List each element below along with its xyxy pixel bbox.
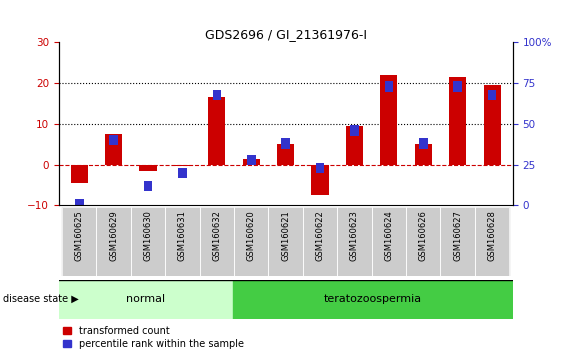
Bar (277, 144, 294, 165)
Bar (346, 126, 363, 165)
Bar (454, 81, 462, 92)
Text: GSM160624: GSM160624 (384, 211, 393, 261)
Text: GSM160632: GSM160632 (212, 211, 222, 261)
Bar (247, 155, 255, 165)
Bar (338, 207, 372, 276)
Bar (174, 165, 191, 166)
Bar (372, 207, 406, 276)
Text: GSM160621: GSM160621 (281, 211, 290, 261)
Bar (233, 280, 513, 319)
Bar (384, 81, 393, 92)
Bar (441, 207, 475, 276)
Bar (97, 207, 131, 276)
Bar (62, 207, 97, 276)
Text: teratozoospermia: teratozoospermia (324, 294, 422, 304)
Bar (406, 207, 441, 276)
Bar (372, 207, 406, 276)
Text: normal: normal (127, 294, 165, 304)
Bar (268, 207, 303, 276)
Bar (449, 77, 466, 165)
Bar (303, 207, 338, 276)
Bar (110, 135, 118, 145)
Bar (200, 207, 234, 276)
Bar (208, 97, 226, 165)
Bar (268, 207, 303, 276)
Bar (213, 90, 221, 100)
Text: GSM160626: GSM160626 (419, 211, 428, 261)
Bar (165, 207, 200, 276)
Bar (419, 138, 428, 149)
Bar (105, 134, 122, 165)
Bar (488, 90, 496, 100)
Bar (59, 280, 233, 319)
Bar (303, 207, 338, 276)
Text: GSM160627: GSM160627 (453, 211, 462, 261)
Text: GSM160620: GSM160620 (247, 211, 255, 261)
Bar (281, 138, 290, 149)
Bar (380, 75, 397, 165)
Text: GSM160629: GSM160629 (109, 211, 118, 261)
Bar (406, 207, 441, 276)
Bar (75, 199, 84, 209)
Bar (71, 165, 88, 183)
Bar (165, 207, 200, 276)
Bar (243, 159, 260, 165)
Bar (131, 207, 165, 276)
Bar (441, 207, 475, 276)
Title: GDS2696 / GI_21361976-I: GDS2696 / GI_21361976-I (205, 28, 367, 41)
Bar (139, 165, 156, 171)
Bar (350, 125, 359, 136)
Bar (200, 207, 234, 276)
Text: GSM160628: GSM160628 (488, 211, 496, 261)
Bar (483, 85, 500, 165)
Text: disease state ▶: disease state ▶ (3, 294, 79, 304)
Text: GSM160625: GSM160625 (75, 211, 84, 261)
Bar (475, 207, 509, 276)
Bar (131, 207, 165, 276)
Bar (338, 207, 372, 276)
Legend: transformed count, percentile rank within the sample: transformed count, percentile rank withi… (63, 326, 244, 349)
Bar (178, 168, 187, 178)
Text: GSM160623: GSM160623 (350, 211, 359, 261)
Bar (97, 207, 131, 276)
Bar (234, 207, 268, 276)
Bar (62, 207, 97, 276)
Bar (316, 163, 325, 173)
Bar (415, 144, 432, 165)
Text: GSM160631: GSM160631 (178, 211, 187, 261)
Text: GSM160630: GSM160630 (144, 211, 152, 261)
Bar (475, 207, 509, 276)
Bar (234, 207, 268, 276)
Bar (312, 165, 329, 195)
Text: GSM160622: GSM160622 (316, 211, 325, 261)
Bar (144, 181, 152, 191)
